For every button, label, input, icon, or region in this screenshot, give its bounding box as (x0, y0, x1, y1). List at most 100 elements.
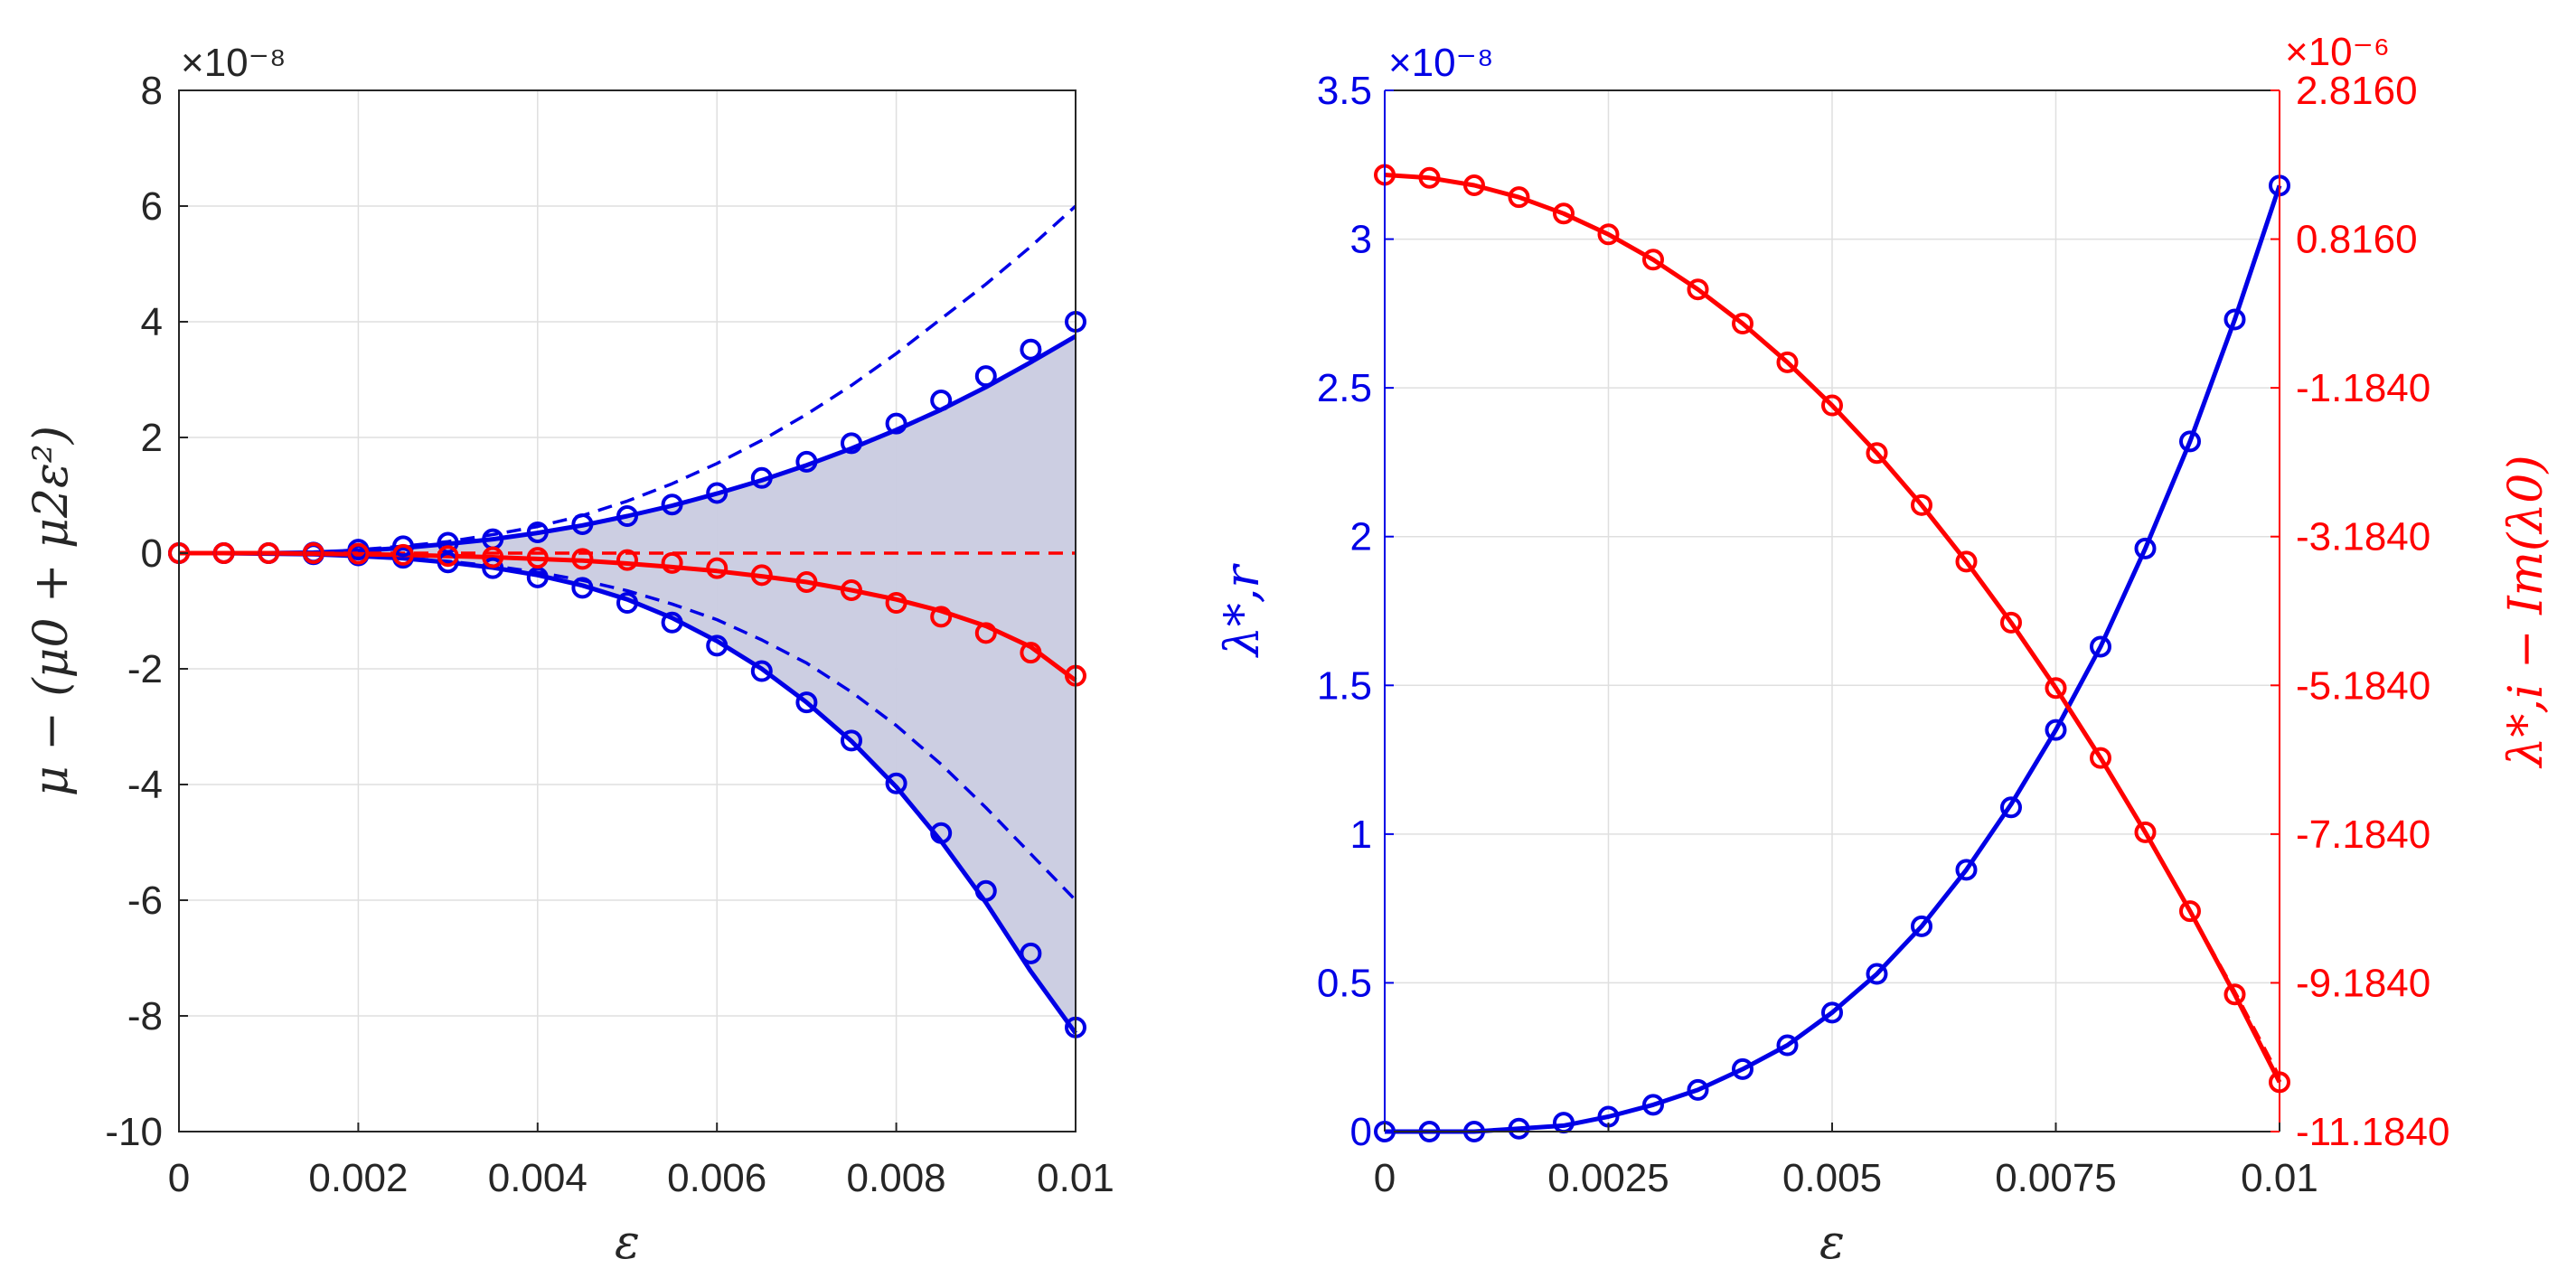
right-marker-blue (2223, 308, 2246, 331)
left-marker-blue (706, 634, 729, 657)
left-marker-blue (1020, 942, 1042, 964)
left-y-tick-label: 2 (141, 416, 163, 460)
left-shaded-region (179, 336, 1076, 1034)
left-marker-red (437, 545, 459, 568)
right-left-y-tick-label: 1 (1350, 813, 1372, 857)
left-marker-blue (1020, 338, 1042, 361)
left-x-tick-label: 0.01 (1037, 1156, 1114, 1200)
left-y-tick-label: -4 (127, 763, 163, 807)
right-marker-red (1597, 223, 1620, 246)
right-x-tick-label: 0.005 (1782, 1156, 1882, 1200)
left-marker-red (258, 542, 280, 564)
left-marker-blue (482, 557, 504, 579)
left-marker-blue (974, 365, 997, 388)
right-marker-red (1911, 493, 1932, 516)
right-marker-red (1776, 351, 1799, 373)
right-left-y-tick-label: 3.5 (1317, 69, 1372, 113)
right-marker-red (1732, 313, 1753, 335)
left-y-tick-label: -10 (105, 1110, 163, 1154)
left-marker-blue (930, 390, 953, 412)
right-marker-blue (2090, 635, 2111, 658)
right-marker-red (1418, 166, 1441, 189)
right-marker-red (1553, 202, 1575, 225)
right-right-y-exponent: ×10⁻⁶ (2285, 30, 2390, 74)
left-y-exponent: ×10⁻⁸ (181, 41, 286, 85)
right-line-red-dashed (1384, 173, 2281, 1078)
left-y-axis-label: μ − (μ0 + μ2ε²) (24, 426, 79, 796)
left-marker-blue (795, 691, 818, 714)
left-x-axis-label: ε (615, 1216, 640, 1270)
left-x-tick-label: 0.008 (847, 1156, 946, 1200)
right-right-y-tick-label: 0.8160 (2296, 218, 2418, 262)
left-marker-blue (706, 482, 729, 504)
figure-title: Perturbation results: eigenvalue correct… (1277, 1271, 1299, 1273)
right-marker-blue (1642, 1094, 1664, 1116)
left-marker-red (1020, 642, 1042, 664)
left-marker-red (750, 564, 773, 587)
left-marker-blue (885, 772, 907, 794)
left-marker-blue (526, 521, 549, 543)
left-series-lines (179, 204, 1078, 1035)
left-marker-blue (661, 611, 683, 634)
left-marker-red (616, 549, 638, 571)
right-right-y-tick-label: -11.1840 (2296, 1110, 2449, 1154)
left-marker-blue (616, 592, 638, 615)
right-right-y-tick-label: -3.1840 (2296, 515, 2430, 559)
right-x-tick-label: 0.01 (2241, 1156, 2318, 1200)
right-marker-red (2000, 611, 2022, 634)
right-left-y-tick-label: 2 (1350, 515, 1372, 559)
right-left-y-axis-label: λ*,r (1216, 563, 1270, 658)
left-marker-red (974, 622, 997, 644)
right-marker-red (1463, 174, 1485, 196)
left-marker-blue (930, 822, 953, 844)
right-marker-blue (2000, 796, 2022, 819)
left-marker-blue (974, 879, 997, 902)
right-marker-red (1687, 278, 1709, 301)
left-series-markers (168, 311, 1086, 1038)
right-marker-blue (1821, 1001, 1843, 1024)
right-right-y-tick-label: -9.1840 (2296, 961, 2430, 1005)
left-marker-red (392, 543, 414, 566)
left-marker-red (526, 547, 549, 569)
left-marker-red (482, 546, 504, 569)
left-x-tick-label: 0.006 (667, 1156, 766, 1200)
right-x-tick-label: 0.0075 (1995, 1156, 2117, 1200)
left-marker-red (212, 542, 235, 564)
left-marker-blue (571, 577, 594, 599)
right-marker-blue (1508, 1117, 1530, 1140)
right-x-axis-label: ε (1819, 1216, 1845, 1270)
right-marker-blue (1866, 963, 1888, 985)
right-y-ticks-left: 3.5 3 2.5 2 1.5 1 0.5 0 (1317, 69, 1394, 1154)
left-x-tick-label: 0 (168, 1156, 190, 1200)
left-marker-blue (750, 466, 773, 489)
left-axes-box (178, 89, 1076, 1132)
left-y-tick-label: 0 (141, 531, 163, 576)
left-marker-blue (392, 535, 414, 558)
left-marker-red (841, 578, 862, 601)
right-marker-red (1642, 249, 1664, 271)
right-left-y-tick-label: 1.5 (1317, 663, 1372, 708)
right-x-ticks: 0 0.0025 0.005 0.0075 0.01 (1374, 1123, 2318, 1200)
right-left-y-tick-label: 0 (1350, 1110, 1372, 1154)
right-x-tick-label: 0.0025 (1547, 1156, 1669, 1200)
right-marker-red (1508, 186, 1530, 209)
left-marker-blue (885, 412, 907, 435)
right-marker-red (1821, 394, 1843, 417)
left-x-tick-label: 0.004 (488, 1156, 588, 1200)
right-marker-blue (2045, 719, 2067, 741)
right-left-y-tick-label: 3 (1350, 218, 1372, 262)
left-marker-red (302, 542, 324, 564)
right-right-y-axis-label: λ*,i − Im(λ0) (2499, 455, 2553, 768)
left-x-ticks: 0 0.002 0.004 0.006 0.008 0.01 (168, 1123, 1114, 1200)
right-marker-blue (1687, 1078, 1709, 1101)
left-y-tick-label: 6 (141, 184, 163, 229)
right-y-ticks-right: 2.8160 0.8160 -1.1840 -3.1840 -5.1840 -7.1840… (2270, 69, 2449, 1154)
right-left-y-tick-label: 0.5 (1317, 961, 1372, 1005)
right-x-tick-label: 0 (1374, 1156, 1396, 1200)
right-right-y-tick-label: -1.1840 (2296, 366, 2430, 410)
right-marker-red (2090, 747, 2111, 769)
left-y-tick-label: -8 (127, 994, 163, 1038)
right-marker-blue (1776, 1034, 1799, 1057)
right-marker-red (1866, 442, 1888, 465)
left-y-tick-label: 4 (141, 300, 163, 344)
